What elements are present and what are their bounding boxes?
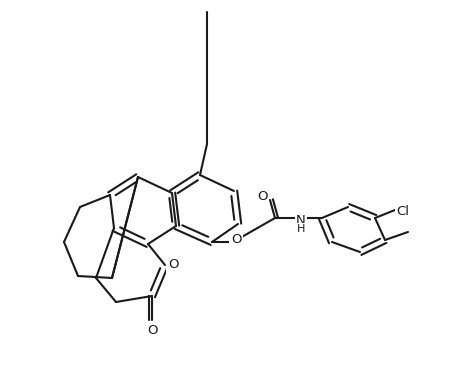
- Text: O: O: [231, 232, 241, 246]
- Text: O: O: [147, 324, 157, 337]
- Text: H: H: [297, 224, 305, 234]
- Text: Cl: Cl: [397, 205, 410, 218]
- Text: O: O: [168, 259, 178, 272]
- Text: O: O: [257, 189, 267, 202]
- Text: N: N: [296, 214, 306, 227]
